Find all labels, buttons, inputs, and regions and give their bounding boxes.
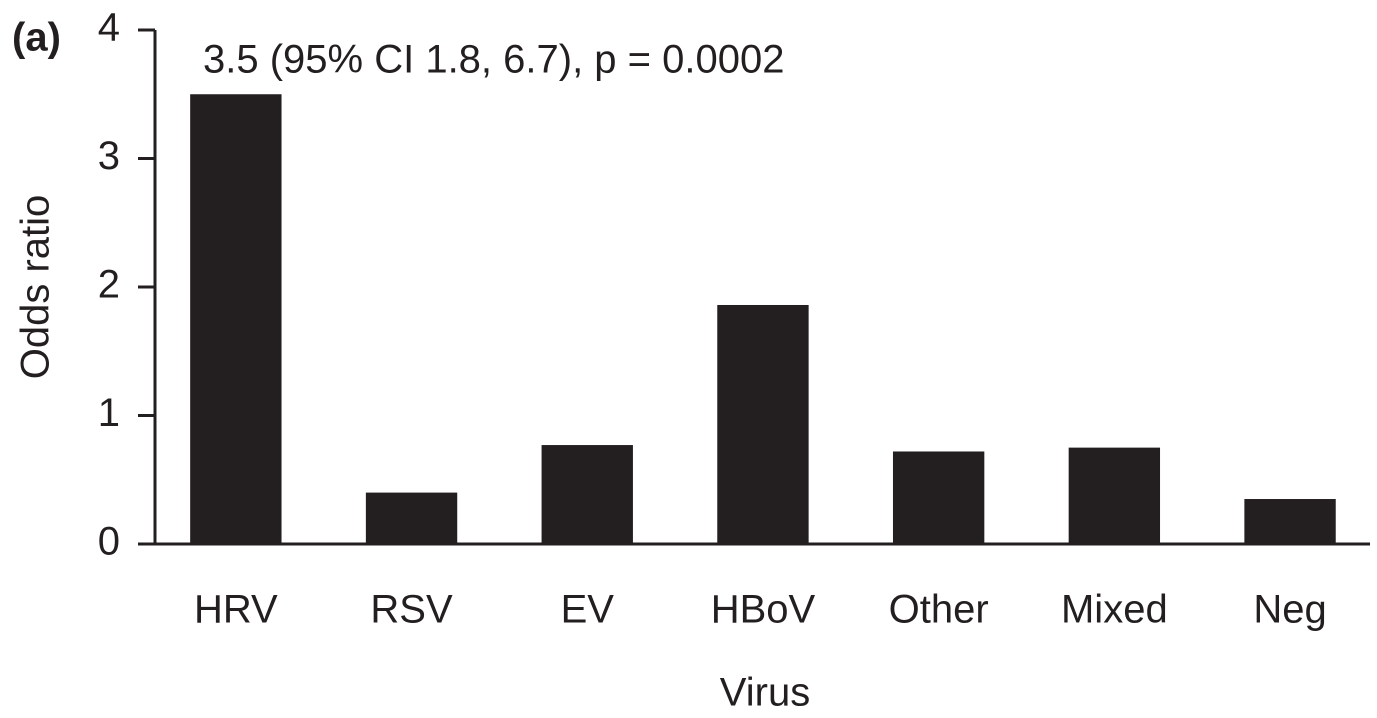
x-tick-label: Mixed [1061, 588, 1168, 632]
y-tick-label: 3 [98, 134, 120, 178]
x-tick-label: EV [561, 588, 615, 632]
y-tick-label: 4 [98, 6, 120, 50]
y-tick-label: 1 [98, 391, 120, 435]
y-tick-label: 0 [98, 520, 120, 564]
bar [892, 451, 985, 544]
x-axis-label: Virus [720, 671, 810, 715]
annotation: 3.5 (95% CI 1.8, 6.7), p = 0.0002 [203, 38, 784, 82]
x-tick-label: HBoV [711, 588, 816, 632]
bar [190, 94, 282, 544]
panel-label: (a) [12, 16, 61, 60]
y-tick-label: 2 [98, 263, 120, 307]
bar [1244, 499, 1336, 544]
x-tick-label: Neg [1253, 588, 1326, 632]
x-tick-label: RSV [370, 588, 453, 632]
bar [1068, 447, 1161, 544]
y-axis-label: Odds ratio [14, 195, 58, 380]
x-tick-label: Other [889, 588, 989, 632]
bar [717, 304, 809, 544]
bar [365, 492, 458, 544]
bar [541, 445, 633, 544]
x-tick-label: HRV [194, 588, 278, 632]
